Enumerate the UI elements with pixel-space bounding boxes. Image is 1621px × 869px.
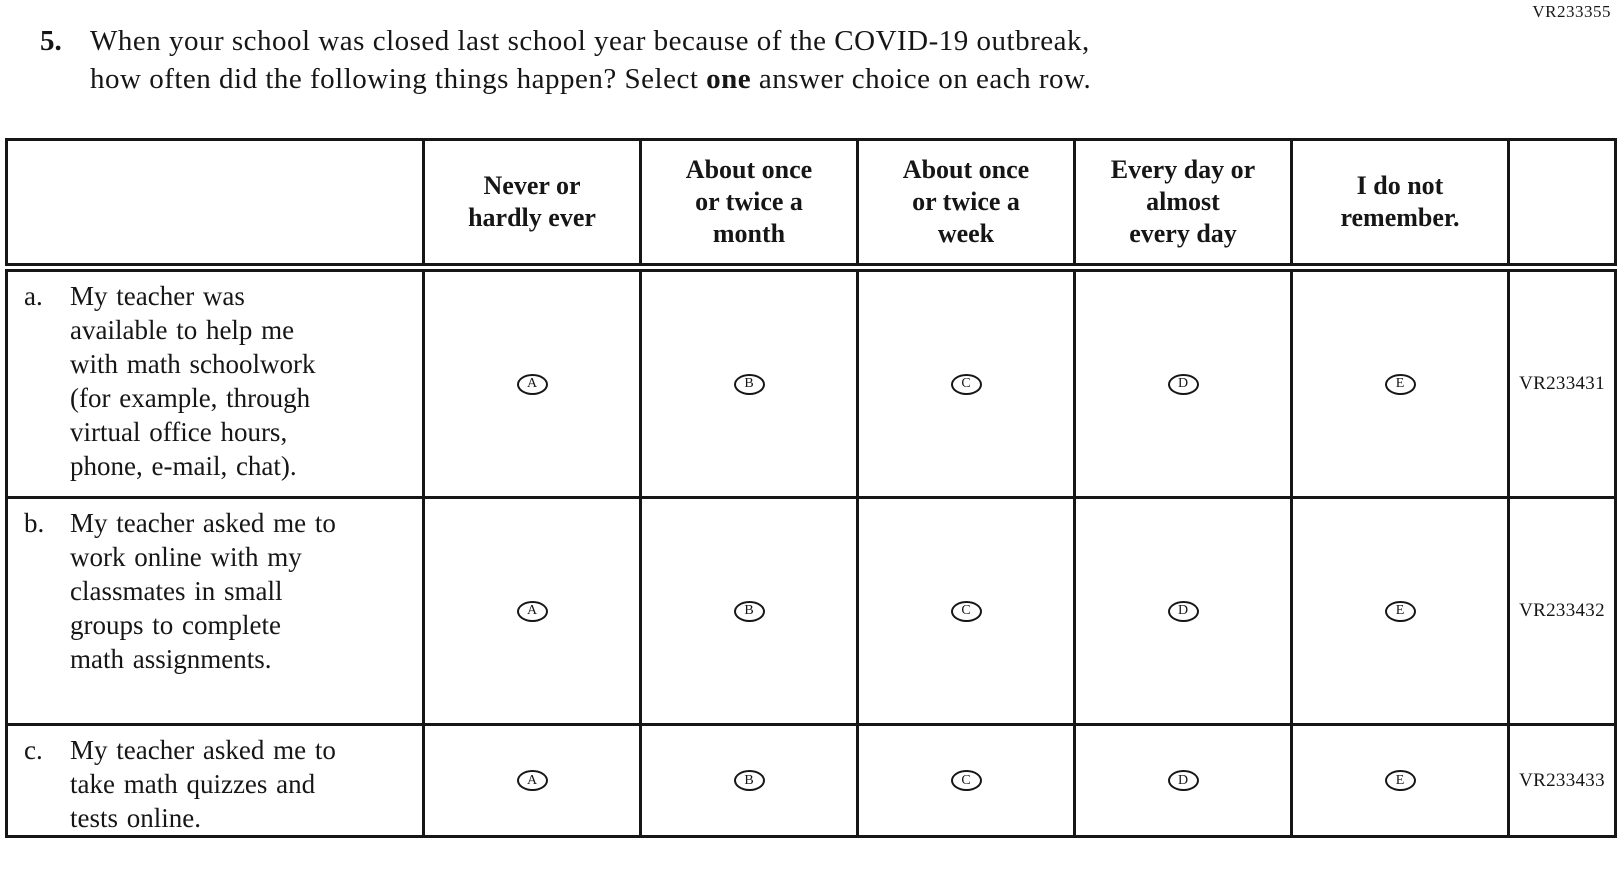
answer-bubble-c-A[interactable]: A [516, 770, 548, 791]
row-a-cell-B: B [639, 266, 859, 499]
row-b-cell-B: B [639, 496, 859, 726]
question-text: When your school was closed last school … [90, 22, 1091, 98]
row-a-cell-E: E [1290, 266, 1510, 499]
response-matrix-table: Never or hardly ever About once or twice… [5, 138, 1617, 838]
answer-bubble-a-A[interactable]: A [516, 373, 548, 395]
question-number: 5. [40, 25, 62, 57]
row-b-text: My teacher asked me to work online with … [70, 508, 336, 674]
header-stem-blank [5, 138, 425, 272]
row-c-cell-B: B [639, 723, 859, 838]
page-form-code: VR233355 [1532, 2, 1611, 21]
header-once-twice-week: About once or twice a week [856, 138, 1076, 272]
row-a-cell-C: C [856, 266, 1076, 499]
answer-bubble-c-E[interactable]: E [1384, 770, 1416, 791]
row-b-cell-E: E [1290, 496, 1510, 726]
row-c-text: My teacher asked me to take math quizzes… [70, 735, 336, 833]
answer-bubble-b-A[interactable]: A [516, 600, 548, 622]
question-bold-word: one [706, 63, 752, 95]
answer-bubble-c-D[interactable]: D [1167, 770, 1199, 791]
row-c-cell-C: C [856, 723, 1076, 838]
row-b-cell-C: C [856, 496, 1076, 726]
answer-bubble-a-B[interactable]: B [733, 373, 765, 395]
row-c-cell-A: A [422, 723, 642, 838]
answer-bubble-c-C[interactable]: C [950, 770, 982, 791]
question-line2-pre: how often did the following things happe… [90, 63, 707, 95]
row-b-stem: b. My teacher asked me to work online wi… [5, 496, 425, 726]
answer-bubble-c-B[interactable]: B [733, 770, 765, 791]
answer-bubble-b-D[interactable]: D [1167, 600, 1199, 622]
row-c-letter: c. [24, 735, 43, 765]
question-block: 5. When your school was closed last scho… [40, 22, 1091, 98]
question-line1: When your school was closed last school … [90, 25, 1090, 57]
answer-bubble-b-C[interactable]: C [950, 600, 982, 622]
row-b-cell-D: D [1073, 496, 1293, 726]
answer-bubble-b-E[interactable]: E [1384, 600, 1416, 622]
header-row: Never or hardly ever About once or twice… [5, 138, 1617, 272]
answer-bubble-a-E[interactable]: E [1384, 373, 1416, 395]
header-do-not-remember: I do not remember. [1290, 138, 1510, 272]
header-code-blank [1507, 138, 1617, 272]
answer-bubble-b-B[interactable]: B [733, 600, 765, 622]
header-every-day: Every day or almost every day [1073, 138, 1293, 272]
header-once-twice-month: About once or twice a month [639, 138, 859, 272]
table-row-b: b. My teacher asked me to work online wi… [5, 496, 1617, 726]
row-a-cell-D: D [1073, 266, 1293, 499]
question-line2-post: answer choice on each row. [751, 63, 1092, 95]
answer-bubble-a-D[interactable]: D [1167, 373, 1199, 395]
row-c-cell-D: D [1073, 723, 1293, 838]
table-row-a: a. My teacher was available to help me w… [5, 266, 1617, 499]
row-b-letter: b. [24, 508, 45, 538]
answer-bubble-a-C[interactable]: C [950, 373, 982, 395]
row-a-cell-A: A [422, 266, 642, 499]
row-a-item-code: VR233431 [1507, 266, 1617, 499]
row-c-stem: c. My teacher asked me to take math quiz… [5, 723, 425, 838]
row-b-item-code: VR233432 [1507, 496, 1617, 726]
row-c-item-code: VR233433 [1507, 723, 1617, 838]
row-a-letter: a. [24, 281, 43, 311]
header-never: Never or hardly ever [422, 138, 642, 272]
row-a-text: My teacher was available to help me with… [70, 281, 316, 481]
row-c-cell-E: E [1290, 723, 1510, 838]
row-a-stem: a. My teacher was available to help me w… [5, 266, 425, 499]
table-row-c: c. My teacher asked me to take math quiz… [5, 723, 1617, 838]
row-b-cell-A: A [422, 496, 642, 726]
